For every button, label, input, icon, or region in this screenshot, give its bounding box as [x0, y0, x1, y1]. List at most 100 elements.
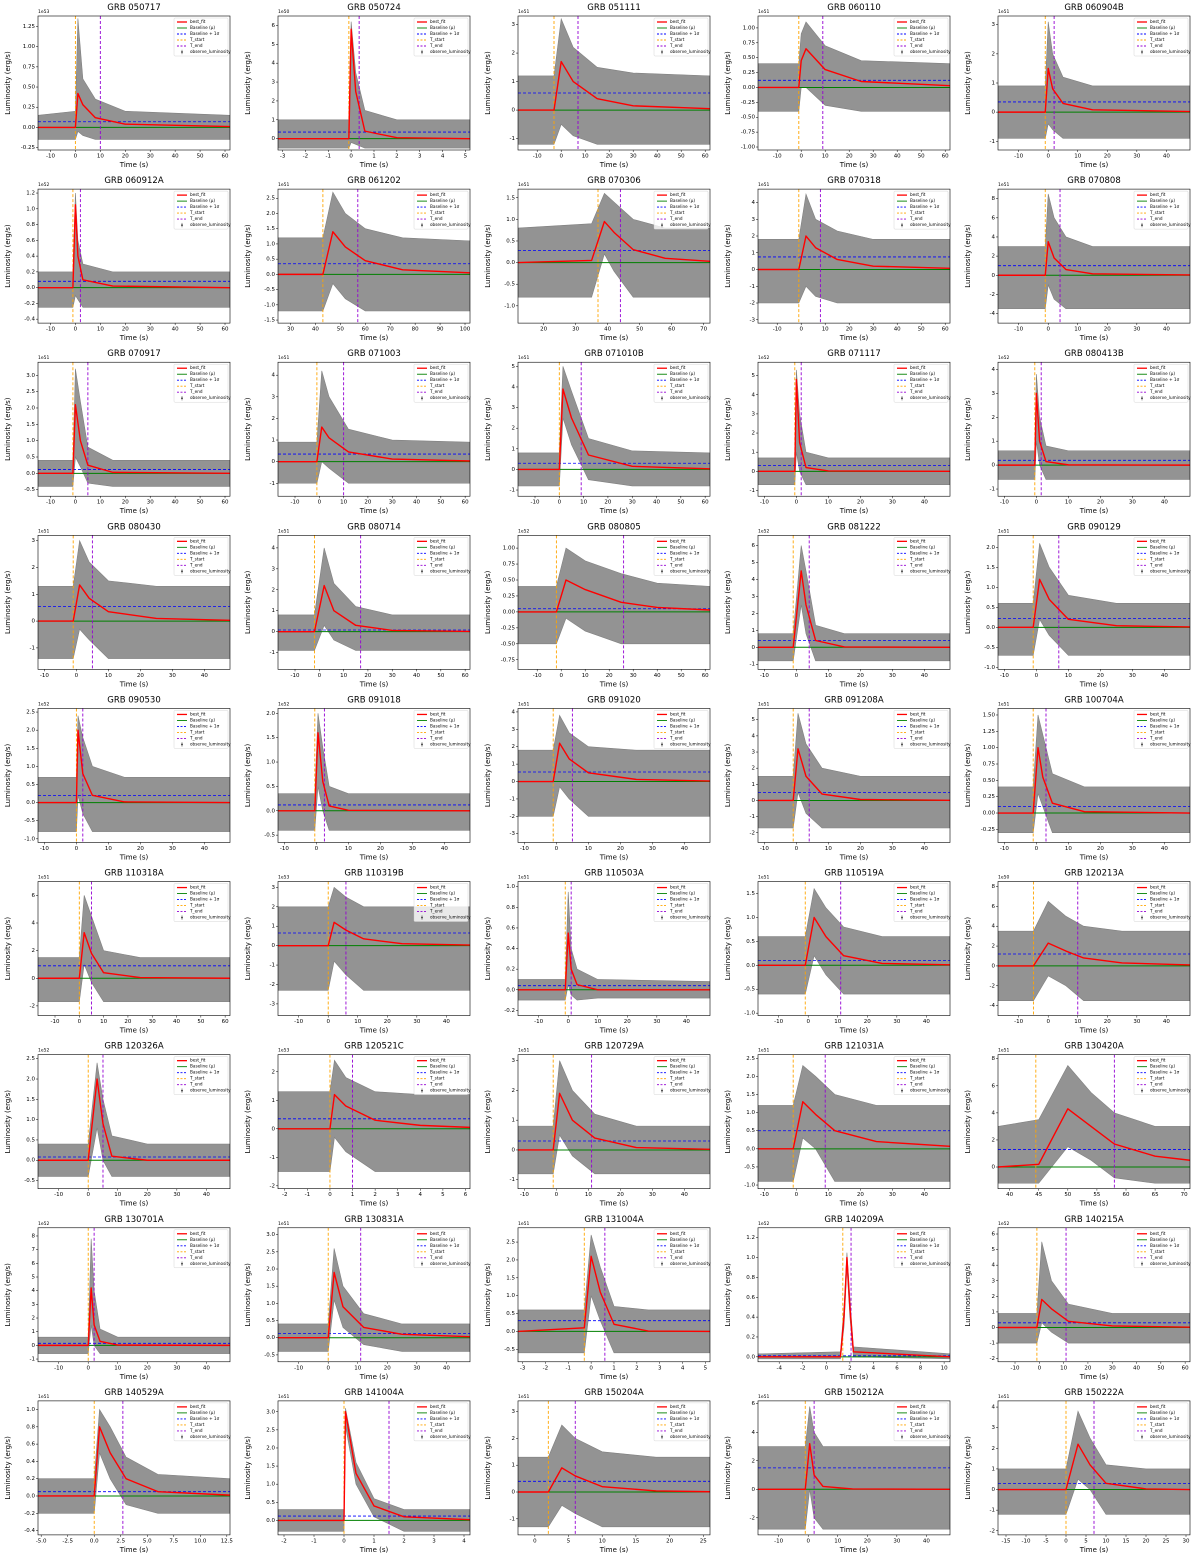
y-tick-label: 3 [272, 885, 276, 891]
legend-box [893, 1229, 949, 1268]
y-tick-label: 0.4 [26, 254, 35, 260]
legend-label: Baseline + 1σ [670, 204, 700, 209]
legend-label: observe_luminosity [430, 568, 471, 573]
y-tick-label: 4 [992, 924, 996, 930]
chart-title: GRB 120213A [1064, 869, 1123, 879]
x-tick-label: 0 [795, 673, 799, 679]
legend-label: best_fit [670, 192, 686, 197]
legend-box [413, 883, 469, 922]
legend-label: observe_luminosity [190, 915, 231, 920]
x-tick-label: -2 [282, 1192, 287, 1198]
x-tick-label: 60 [222, 154, 229, 160]
legend-label: observe_luminosity [910, 741, 951, 746]
legend-box [893, 1402, 949, 1442]
x-axis-label: Time (s) [839, 507, 869, 515]
legend-label: T_end [909, 909, 923, 914]
y-tick-label: 0 [512, 1490, 516, 1496]
offset-label: 1e51 [518, 1048, 529, 1054]
legend-label: best_fit [670, 1231, 686, 1236]
legend-box [1133, 364, 1189, 403]
x-tick-label: 50 [437, 673, 444, 679]
x-tick-label: 40 [683, 1019, 690, 1025]
legend-label: T_start [1149, 556, 1165, 561]
x-tick-label: 4 [872, 1365, 876, 1371]
observed-luminosity [758, 1064, 950, 1182]
plot-area [518, 1054, 710, 1189]
offset-label: 1e51 [518, 875, 529, 881]
legend-label: best_fit [190, 192, 206, 197]
legend-label: Baseline (μ) [430, 198, 455, 203]
x-tick-label: 2 [848, 1365, 852, 1371]
plot-area [278, 708, 470, 843]
best-fit [998, 746, 1190, 814]
y-tick-label: 1 [32, 592, 36, 598]
y-tick-label: 2 [992, 254, 996, 260]
y-tick-label: 1.00 [743, 25, 756, 31]
x-axis-label: Time (s) [599, 1373, 629, 1381]
y-axis-label: Luminosity (erg/s) [724, 51, 732, 115]
x-tick-label: 25 [700, 1538, 707, 1544]
x-tick-label: 40 [604, 327, 611, 333]
x-tick-label: 0 [1038, 1365, 1042, 1371]
y-axis-label: Luminosity (erg/s) [244, 1090, 252, 1154]
legend-label: T_start [189, 37, 205, 42]
x-tick-label: 10 [97, 500, 104, 506]
y-tick-label: 0.50 [743, 55, 756, 61]
axes-frame [757, 535, 951, 670]
observed-luminosity [278, 547, 470, 651]
y-tick-label: -1 [270, 1155, 275, 1161]
offset-label: 1e51 [758, 1048, 769, 1054]
x-tick-label: 0 [795, 500, 799, 506]
x-tick-label: 60 [462, 673, 469, 679]
chart-title: GRB 061202 [347, 176, 400, 186]
x-tick-label: 10 [340, 500, 347, 506]
y-tick-label: -1.00 [741, 145, 756, 151]
legend-swatch [1141, 570, 1143, 573]
x-tick-label: 30 [147, 327, 154, 333]
best-fit [998, 942, 1190, 967]
chart-title: GRB 130701A [104, 1215, 163, 1225]
y-axis-label: Luminosity (erg/s) [724, 397, 732, 461]
y-tick-label: 0 [992, 1325, 996, 1331]
chart-title: GRB 060904B [1064, 3, 1123, 13]
subplot: GRB 110319B 1e53 Time (s) Luminosity (erg/s… [244, 869, 471, 1035]
subplot: GRB 071003 1e51 Time (s) Luminosity (erg/s)… [244, 349, 471, 515]
plot-area [278, 535, 470, 670]
plot-area [758, 1400, 950, 1535]
x-tick-label: 50 [678, 154, 685, 160]
x-tick-label: 0 [566, 1019, 570, 1025]
legend-label: observe_luminosity [670, 915, 711, 920]
plot-area [518, 362, 710, 497]
offset-label: 1e51 [278, 1394, 289, 1400]
x-axis-label: Time (s) [1079, 161, 1109, 169]
legend-label: T_start [669, 556, 685, 561]
x-axis-label: Time (s) [839, 334, 869, 342]
observed-luminosity [278, 1059, 470, 1172]
legend-label: best_fit [430, 365, 446, 370]
x-tick-label: 0 [825, 1365, 829, 1371]
y-tick-label: 4 [272, 373, 276, 379]
subplot: GRB 070318 1e51 Time (s) Luminosity (erg/s)… [724, 176, 951, 342]
legend-swatch [661, 1262, 663, 1265]
legend-label: Baseline (μ) [1150, 1237, 1175, 1242]
offset-label: 1e52 [38, 182, 49, 188]
axes-frame [37, 1400, 231, 1536]
y-tick-label: 0.5 [746, 1128, 755, 1134]
x-tick-label: 1 [351, 1192, 355, 1198]
legend-label: T_end [909, 1082, 923, 1087]
x-tick-label: 30 [1183, 1538, 1190, 1544]
y-tick-label: 1.25 [983, 729, 996, 735]
legend-box [413, 1229, 469, 1268]
legend-swatch [901, 916, 903, 919]
x-tick-label: 30 [169, 673, 176, 679]
observed-luminosity [38, 539, 230, 659]
x-axis-label: Time (s) [119, 507, 149, 515]
y-tick-label: 2 [752, 611, 756, 617]
x-tick-label: 10 [822, 327, 829, 333]
x-tick-label: 20 [864, 1019, 871, 1025]
observed-luminosity [998, 1064, 1190, 1184]
legend-label: observe_luminosity [1150, 1434, 1191, 1439]
legend-label: T_end [669, 1428, 683, 1433]
legend-label: Baseline (μ) [910, 891, 935, 896]
axes-frame [997, 708, 1191, 843]
